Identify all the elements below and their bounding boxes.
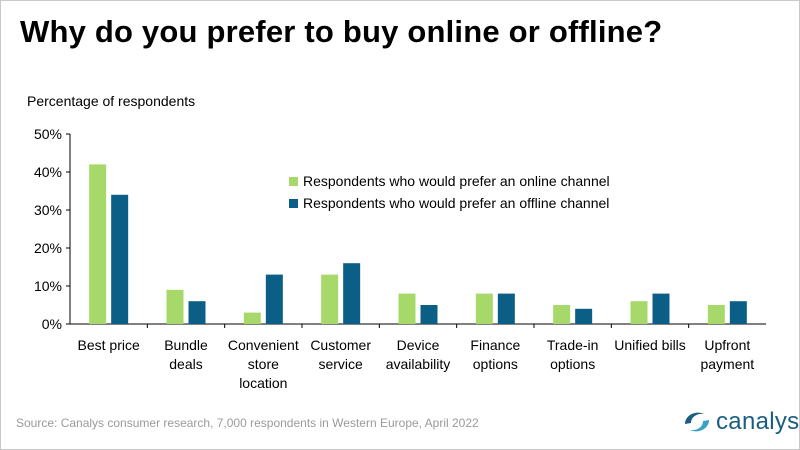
canalys-logo: canalys — [682, 408, 799, 436]
bar-online — [630, 301, 648, 324]
legend-swatch-online — [289, 177, 298, 186]
bar-offline — [265, 274, 283, 324]
x-tick-label-line: Upfront — [704, 337, 750, 353]
x-tick-label-line: deals — [169, 356, 202, 372]
bar-online — [166, 289, 184, 324]
y-tick-label: 10% — [34, 278, 62, 294]
bar-offline — [420, 305, 438, 324]
x-tick-label: Best price — [78, 337, 140, 353]
x-tick-label-line: Bundle — [164, 337, 208, 353]
x-tick-label: Convenient store location — [228, 337, 299, 391]
bar-offline — [652, 293, 670, 324]
y-tick-label: 0% — [42, 316, 62, 332]
x-tick-label-line: service — [318, 356, 363, 372]
x-tick-label-line: Unified bills — [614, 337, 686, 353]
x-tick-label-line: options — [473, 356, 518, 372]
x-tick-label: Finance options — [470, 337, 520, 372]
x-tick-label-line: availability — [386, 356, 451, 372]
bar-offline — [497, 293, 515, 324]
bar-offline — [729, 301, 747, 324]
y-tick-label: 20% — [34, 240, 62, 256]
x-tick-label: Bundle deals — [164, 337, 208, 372]
x-tick-label-line: options — [550, 356, 595, 372]
y-axis-label: Percentage of respondents — [27, 93, 196, 109]
legend-label-online: Respondents who would prefer an online c… — [303, 173, 610, 189]
source-note: Source: Canalys consumer research, 7,000… — [16, 416, 479, 430]
x-tick-label: Trade-in options — [547, 337, 599, 372]
y-tick-label: 40% — [34, 164, 62, 180]
x-tick-label-line: location — [239, 375, 287, 391]
legend-swatch-offline — [289, 199, 298, 208]
bar-offline — [575, 308, 593, 324]
y-tick-label: 30% — [34, 202, 62, 218]
bar-online — [243, 312, 261, 324]
x-tick-label-line: store — [248, 356, 279, 372]
y-tick-label: 50% — [34, 126, 62, 142]
bar-offline — [111, 194, 129, 324]
x-tick-label: Device availability — [386, 337, 451, 372]
bar-online — [89, 164, 107, 324]
bar-online — [321, 274, 339, 324]
bar-online — [707, 305, 725, 324]
x-tick-label-line: Best price — [78, 337, 140, 353]
x-tick-label-line: Convenient — [228, 337, 299, 353]
legend-label-offline: Respondents who would prefer an offline … — [303, 195, 609, 211]
x-tick-label-line: Finance — [470, 337, 520, 353]
bar-offline — [188, 301, 206, 324]
bar-online — [475, 293, 493, 324]
x-tick-label-line: Device — [397, 337, 440, 353]
canalys-swirl-icon — [685, 412, 709, 432]
x-tick-label-line: payment — [700, 356, 754, 372]
bar-online — [553, 305, 571, 324]
x-tick-label: Upfront payment — [700, 337, 754, 372]
bar-offline — [343, 263, 361, 324]
x-tick-label: Customer service — [310, 337, 371, 372]
chart-title: Why do you prefer to buy online or offli… — [20, 14, 663, 49]
bar-online — [398, 293, 416, 324]
canalys-logo-text: canalys — [716, 408, 800, 435]
x-tick-label-line: Customer — [310, 337, 371, 353]
x-tick-label-line: Trade-in — [547, 337, 599, 353]
x-tick-label: Unified bills — [614, 337, 686, 353]
